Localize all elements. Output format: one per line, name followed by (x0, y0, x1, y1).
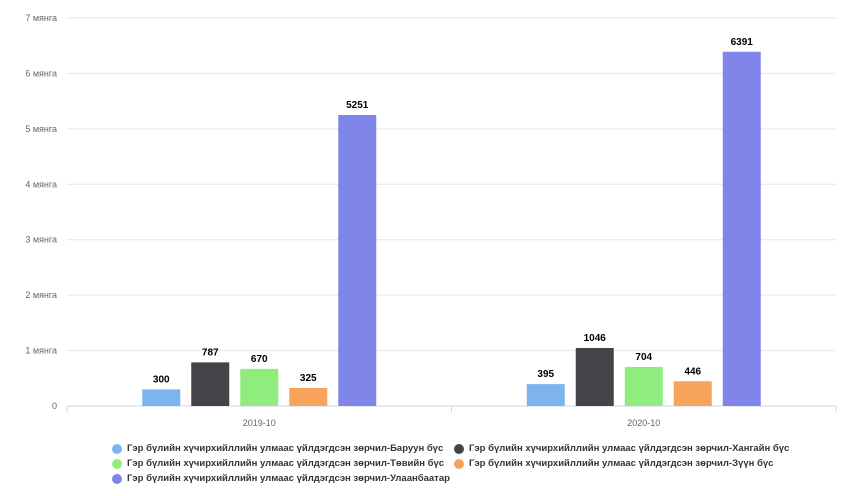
bar (289, 387, 328, 406)
bar (673, 381, 712, 406)
legend-label: Гэр бүлийн хүчирхийллийн улмаас үйлдэгдс… (469, 458, 774, 469)
data-label: 704 (635, 352, 652, 363)
legend-swatch (454, 443, 464, 454)
data-label: 787 (202, 347, 219, 358)
legend-swatch (112, 443, 122, 454)
y-tick-label: 0 (52, 401, 57, 411)
y-tick-label: 7 мянга (25, 13, 57, 23)
data-label: 670 (251, 354, 268, 365)
bar (142, 389, 181, 406)
legend-label: Гэр бүлийн хүчирхийллийн улмаас үйлдэгдс… (469, 443, 790, 454)
legend-swatch (454, 458, 464, 469)
bar (575, 348, 614, 406)
legend-label: Гэр бүлийн хүчирхийллийн улмаас үйлдэгдс… (127, 443, 444, 454)
y-tick-label: 3 мянга (25, 235, 57, 245)
bar (240, 368, 279, 406)
legend-item[interactable]: Гэр бүлийн хүчирхийллийн улмаас үйлдэгдс… (112, 473, 450, 484)
bar (338, 114, 377, 406)
data-label: 446 (684, 366, 701, 377)
y-tick-label: 2 мянга (25, 290, 57, 300)
data-label: 300 (153, 374, 170, 385)
y-tick-label: 5 мянга (25, 124, 57, 134)
data-label: 325 (300, 373, 317, 384)
x-tick-label: 2019-10 (243, 418, 276, 428)
bar (191, 362, 230, 406)
legend-item[interactable]: Гэр бүлийн хүчирхийллийн улмаас үйлдэгдс… (454, 458, 773, 469)
legend-label: Гэр бүлийн хүчирхийллийн улмаас үйлдэгдс… (127, 473, 450, 484)
legend-item[interactable]: Гэр бүлийн хүчирхийллийн улмаас үйлдэгдс… (112, 458, 444, 469)
data-label: 1046 (584, 333, 607, 344)
y-tick-label: 1 мянга (25, 346, 57, 356)
bar (624, 366, 663, 406)
legend-swatch (112, 473, 122, 484)
y-tick-label: 4 мянга (25, 179, 57, 189)
legend-item[interactable]: Гэр бүлийн хүчирхийллийн улмаас үйлдэгдс… (454, 443, 789, 454)
data-label: 395 (537, 369, 554, 380)
y-tick-label: 6 мянга (25, 68, 57, 78)
x-tick-label: 2020-10 (627, 418, 660, 428)
bar (722, 51, 761, 406)
legend-swatch (112, 458, 122, 469)
legend-item[interactable]: Гэр бүлийн хүчирхийллийн улмаас үйлдэгдс… (112, 443, 443, 454)
data-label: 5251 (346, 100, 369, 111)
bar-chart: 0 1 мянга 2 мянга 3 мянга 4 мянга 5 мянга 6 мя… (25, 13, 837, 428)
legend-label: Гэр бүлийн хүчирхийллийн улмаас үйлдэгдс… (127, 458, 445, 469)
bar (526, 384, 565, 406)
data-label: 6391 (731, 37, 754, 48)
